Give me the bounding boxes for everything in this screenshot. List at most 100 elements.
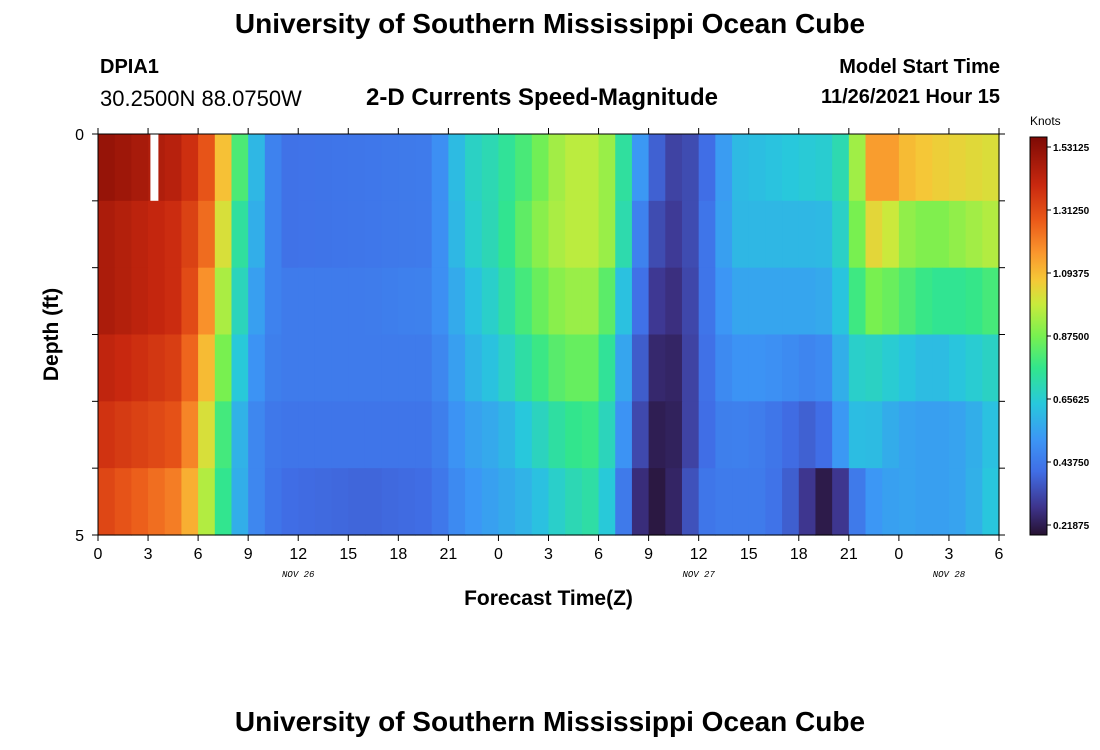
heatmap-cell <box>598 134 616 202</box>
x-tick-label: 15 <box>740 546 758 563</box>
heatmap-cell <box>548 401 566 469</box>
heatmap-cell <box>565 200 583 269</box>
heatmap-cell <box>548 267 566 336</box>
heatmap-cell <box>732 200 750 269</box>
heatmap-cell <box>548 200 566 269</box>
heatmap-cell <box>415 200 433 269</box>
heatmap-cell <box>948 401 967 469</box>
heatmap-cell <box>281 401 299 469</box>
x-tick-label: 9 <box>244 546 253 563</box>
heatmap-cell <box>848 267 867 336</box>
missing-data-cell <box>150 134 159 201</box>
heatmap-cell <box>615 468 633 536</box>
heatmap-cell <box>715 267 733 336</box>
heatmap-cell <box>565 267 583 336</box>
heatmap-cell <box>665 134 683 202</box>
heatmap-cell <box>231 267 249 336</box>
heatmap-cell <box>314 401 333 469</box>
heatmap-cell <box>765 334 783 402</box>
heatmap-cell <box>715 200 733 269</box>
heatmap-cell <box>865 468 883 536</box>
heatmap-cell <box>581 134 600 202</box>
y-tick-label: 0 <box>75 127 84 144</box>
heatmap-cell <box>415 134 433 202</box>
heatmap-cell <box>114 401 132 469</box>
heatmap-cell <box>298 267 316 336</box>
heatmap-cell <box>481 468 500 536</box>
colorbar-tick-label: 1.31250 <box>1053 206 1090 217</box>
heatmap-cell <box>164 267 183 336</box>
heatmap-cell <box>565 468 583 536</box>
heatmap-cell <box>448 468 466 536</box>
heatmap-cell <box>264 134 283 202</box>
heatmap-cell <box>748 401 767 469</box>
heatmap-cell <box>381 200 399 269</box>
heatmap-cell <box>131 468 149 536</box>
heatmap-cell <box>431 200 449 269</box>
heatmap-cell <box>982 468 1000 536</box>
heatmap-cell <box>865 334 883 402</box>
heatmap-cell <box>431 401 449 469</box>
heatmap-cell <box>364 267 383 336</box>
heatmap-cell <box>465 468 483 536</box>
heatmap-cell <box>331 200 349 269</box>
heatmap-cell <box>932 468 950 536</box>
heatmap-cell <box>748 200 767 269</box>
heatmap-cell <box>264 334 283 402</box>
colorbar-bar <box>1029 136 1048 536</box>
heatmap-cell <box>331 134 349 202</box>
heatmap-cell <box>631 200 650 269</box>
heatmap-cell <box>665 267 683 336</box>
x-tick-label: 15 <box>339 546 357 563</box>
x-tick-label: 18 <box>790 546 808 563</box>
heatmap-cell <box>498 200 516 269</box>
heatmap-cell <box>231 200 249 269</box>
heatmap-cell <box>214 267 233 336</box>
heatmap-cell <box>364 334 383 402</box>
heatmap-cell <box>298 401 316 469</box>
heatmap-cell <box>631 267 650 336</box>
heatmap-cell <box>531 134 550 202</box>
x-tick-label: 3 <box>144 546 153 563</box>
heatmap-cell <box>648 334 666 402</box>
heatmap-cell <box>898 401 917 469</box>
heatmap-cell <box>865 267 883 336</box>
heatmap-cell <box>314 468 333 536</box>
colorbar: Knots 1.53125 1.31250 1.09375 0.87500 0.65625… <box>1029 114 1090 536</box>
heatmap-cell <box>248 134 266 202</box>
x-tick-label: 0 <box>894 546 903 563</box>
heatmap-cell <box>715 134 733 202</box>
heatmap-cell <box>381 334 399 402</box>
heatmap-cell <box>148 401 166 469</box>
heatmap-cell <box>348 200 366 269</box>
heatmap-cell <box>198 468 216 536</box>
heatmap-cell <box>298 134 316 202</box>
heatmap-cell <box>748 468 767 536</box>
heatmap-cell <box>548 468 566 536</box>
x-tick-label: 3 <box>544 546 553 563</box>
heatmap-cell <box>398 401 416 469</box>
heatmap-cell <box>965 267 983 336</box>
heatmap-cell <box>765 200 783 269</box>
heatmap-cell <box>198 200 216 269</box>
heatmap-cell <box>448 267 466 336</box>
heatmap-cell <box>515 401 533 469</box>
axes: 0 3 6 9 12 15 18 21 0 3 6 9 12 15 18 21 0 3 6 NOV 26 NOV 27 N… <box>75 127 1005 580</box>
heatmap-cell <box>498 134 516 202</box>
station-id: DPIA1 <box>100 56 159 78</box>
heatmap-cell <box>531 468 550 536</box>
heatmap-cell <box>915 200 933 269</box>
heatmap-cell <box>915 334 933 402</box>
heatmap-cell <box>348 468 366 536</box>
heatmap-cell <box>181 267 199 336</box>
heatmap-cell <box>798 200 817 269</box>
heatmap-cell <box>98 134 116 202</box>
heatmap-cell <box>615 200 633 269</box>
page-title: University of Southern Mississippi Ocean… <box>234 8 866 39</box>
heatmap-cell <box>331 267 349 336</box>
x-tick-label: 6 <box>594 546 603 563</box>
heatmap-cell <box>481 267 500 336</box>
heatmap-cell <box>364 134 383 202</box>
heatmap-cell <box>815 200 833 269</box>
